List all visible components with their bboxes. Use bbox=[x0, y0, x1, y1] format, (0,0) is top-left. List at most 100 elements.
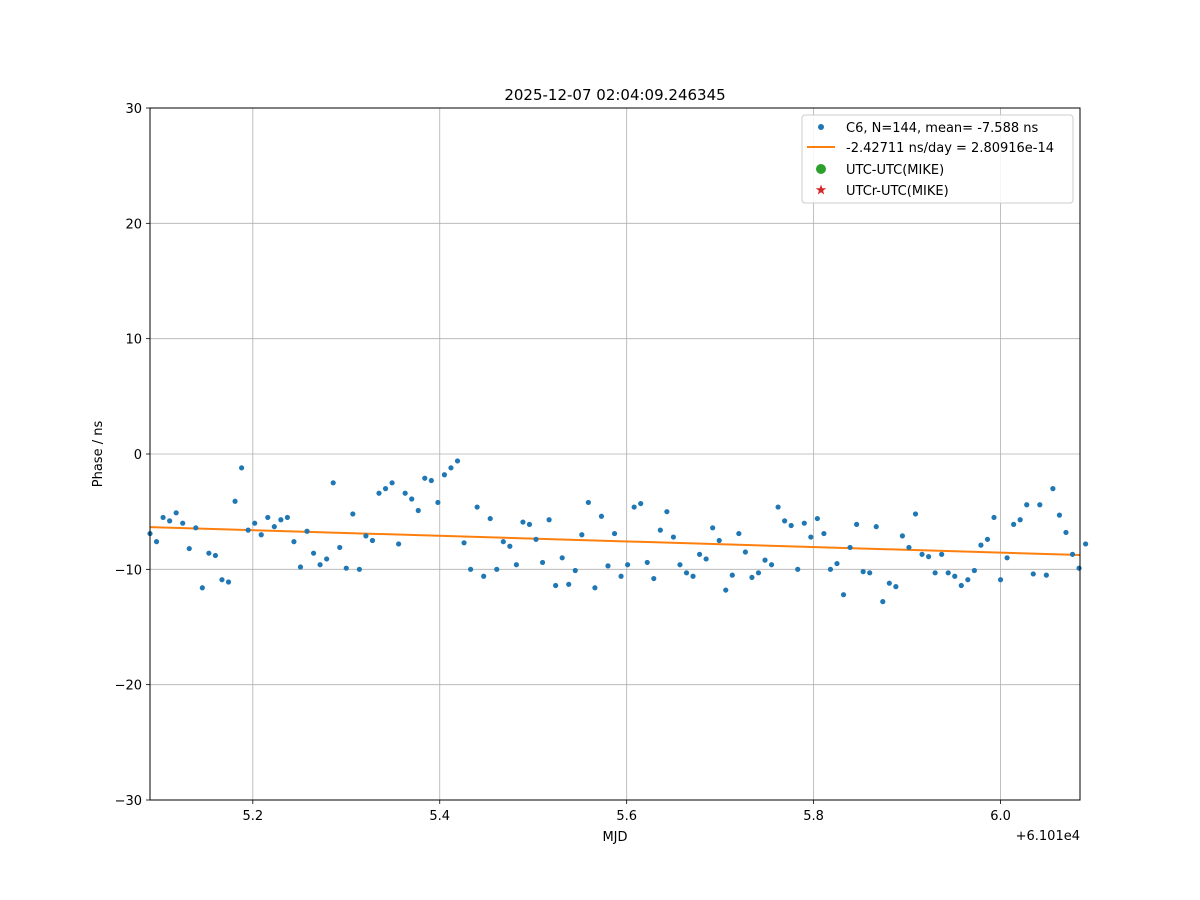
data-point bbox=[984, 536, 991, 542]
data-point bbox=[742, 549, 748, 555]
data-point bbox=[376, 490, 382, 496]
legend-marker-dot bbox=[818, 124, 824, 130]
data-point bbox=[186, 545, 192, 552]
data-point bbox=[978, 542, 984, 548]
data-point bbox=[219, 577, 225, 583]
data-point bbox=[435, 499, 441, 506]
legend-label-utcr: UTCr-UTC(MIKE) bbox=[846, 184, 949, 199]
data-point bbox=[533, 536, 539, 542]
data-point bbox=[1004, 555, 1010, 561]
x-tick-label: 5.2 bbox=[242, 809, 263, 824]
data-point bbox=[1011, 521, 1017, 527]
data-point bbox=[180, 520, 186, 526]
data-point bbox=[605, 563, 611, 569]
data-point bbox=[337, 544, 343, 551]
data-point bbox=[330, 480, 336, 486]
data-point bbox=[958, 582, 964, 589]
data-point bbox=[873, 524, 879, 530]
legend: C6, N=144, mean= -7.588 ns -2.42711 ns/d… bbox=[801, 114, 1074, 204]
data-point bbox=[304, 528, 310, 534]
data-point bbox=[618, 573, 624, 579]
data-point bbox=[559, 555, 565, 561]
data-point bbox=[939, 551, 945, 557]
data-point bbox=[160, 514, 166, 521]
data-point bbox=[539, 559, 546, 566]
data-point bbox=[598, 513, 605, 519]
data-point bbox=[808, 534, 814, 540]
data-point bbox=[749, 574, 755, 581]
data-point bbox=[422, 475, 428, 481]
data-point bbox=[278, 517, 284, 523]
data-point bbox=[821, 530, 827, 537]
data-point bbox=[644, 559, 650, 566]
data-point bbox=[847, 544, 853, 551]
data-point bbox=[284, 514, 290, 521]
data-point bbox=[899, 533, 906, 539]
data-point bbox=[1050, 486, 1056, 492]
x-tick-label: 5.8 bbox=[803, 809, 824, 824]
data-point bbox=[703, 556, 709, 562]
y-tick-label: 30 bbox=[125, 102, 142, 117]
data-point bbox=[912, 511, 919, 517]
x-tick-label: 5.6 bbox=[616, 809, 637, 824]
data-point bbox=[297, 564, 304, 570]
data-point bbox=[971, 567, 977, 574]
data-point bbox=[324, 556, 330, 562]
data-point bbox=[265, 514, 271, 521]
data-point bbox=[690, 573, 696, 579]
y-axis-label: Phase / ns bbox=[91, 421, 106, 488]
data-point bbox=[840, 592, 847, 598]
data-point bbox=[520, 519, 526, 525]
data-point bbox=[782, 518, 788, 524]
data-point bbox=[546, 517, 552, 523]
data-point bbox=[893, 584, 899, 590]
data-point bbox=[854, 521, 860, 527]
y-tick-label: −10 bbox=[115, 563, 142, 578]
data-point bbox=[919, 551, 925, 557]
data-point bbox=[572, 567, 578, 574]
data-point bbox=[206, 550, 212, 556]
data-point bbox=[402, 490, 408, 496]
legend-marker-big-dot bbox=[816, 164, 826, 174]
data-point bbox=[723, 587, 729, 593]
data-point bbox=[343, 565, 349, 571]
x-ticks: 5.2 5.4 5.6 5.8 6.0 bbox=[242, 800, 1011, 824]
data-point bbox=[827, 566, 834, 572]
data-point bbox=[814, 515, 820, 522]
data-point bbox=[788, 522, 794, 529]
y-ticks: −30 −20 −10 0 10 20 30 bbox=[115, 102, 150, 809]
data-point bbox=[153, 539, 160, 545]
data-point bbox=[1037, 502, 1043, 508]
data-point bbox=[310, 550, 317, 556]
data-point bbox=[657, 527, 663, 533]
x-tick-label: 6.0 bbox=[990, 809, 1011, 824]
legend-box bbox=[801, 114, 1074, 204]
data-point bbox=[592, 585, 598, 591]
data-point bbox=[258, 532, 264, 538]
data-point bbox=[350, 511, 356, 517]
data-point bbox=[611, 530, 618, 537]
data-point bbox=[906, 544, 912, 551]
data-point bbox=[467, 566, 474, 572]
data-point bbox=[317, 562, 323, 568]
legend-label-fit: -2.42711 ns/day = 2.80916e-14 bbox=[846, 141, 1054, 156]
data-point bbox=[1030, 571, 1036, 577]
data-point bbox=[670, 534, 677, 540]
data-point bbox=[768, 562, 775, 568]
data-point bbox=[696, 551, 703, 557]
data-point bbox=[795, 566, 801, 572]
data-point bbox=[252, 520, 258, 526]
data-point bbox=[1069, 551, 1076, 557]
x-tick-label: 5.4 bbox=[429, 809, 450, 824]
data-point bbox=[199, 585, 205, 591]
data-point bbox=[474, 504, 480, 510]
data-point bbox=[997, 577, 1004, 583]
data-point bbox=[167, 518, 173, 524]
data-point bbox=[625, 562, 631, 568]
data-point bbox=[1063, 529, 1069, 536]
data-point bbox=[651, 575, 657, 582]
data-point bbox=[867, 570, 873, 576]
data-point bbox=[481, 573, 487, 579]
data-point bbox=[494, 566, 500, 572]
data-point bbox=[729, 572, 735, 578]
